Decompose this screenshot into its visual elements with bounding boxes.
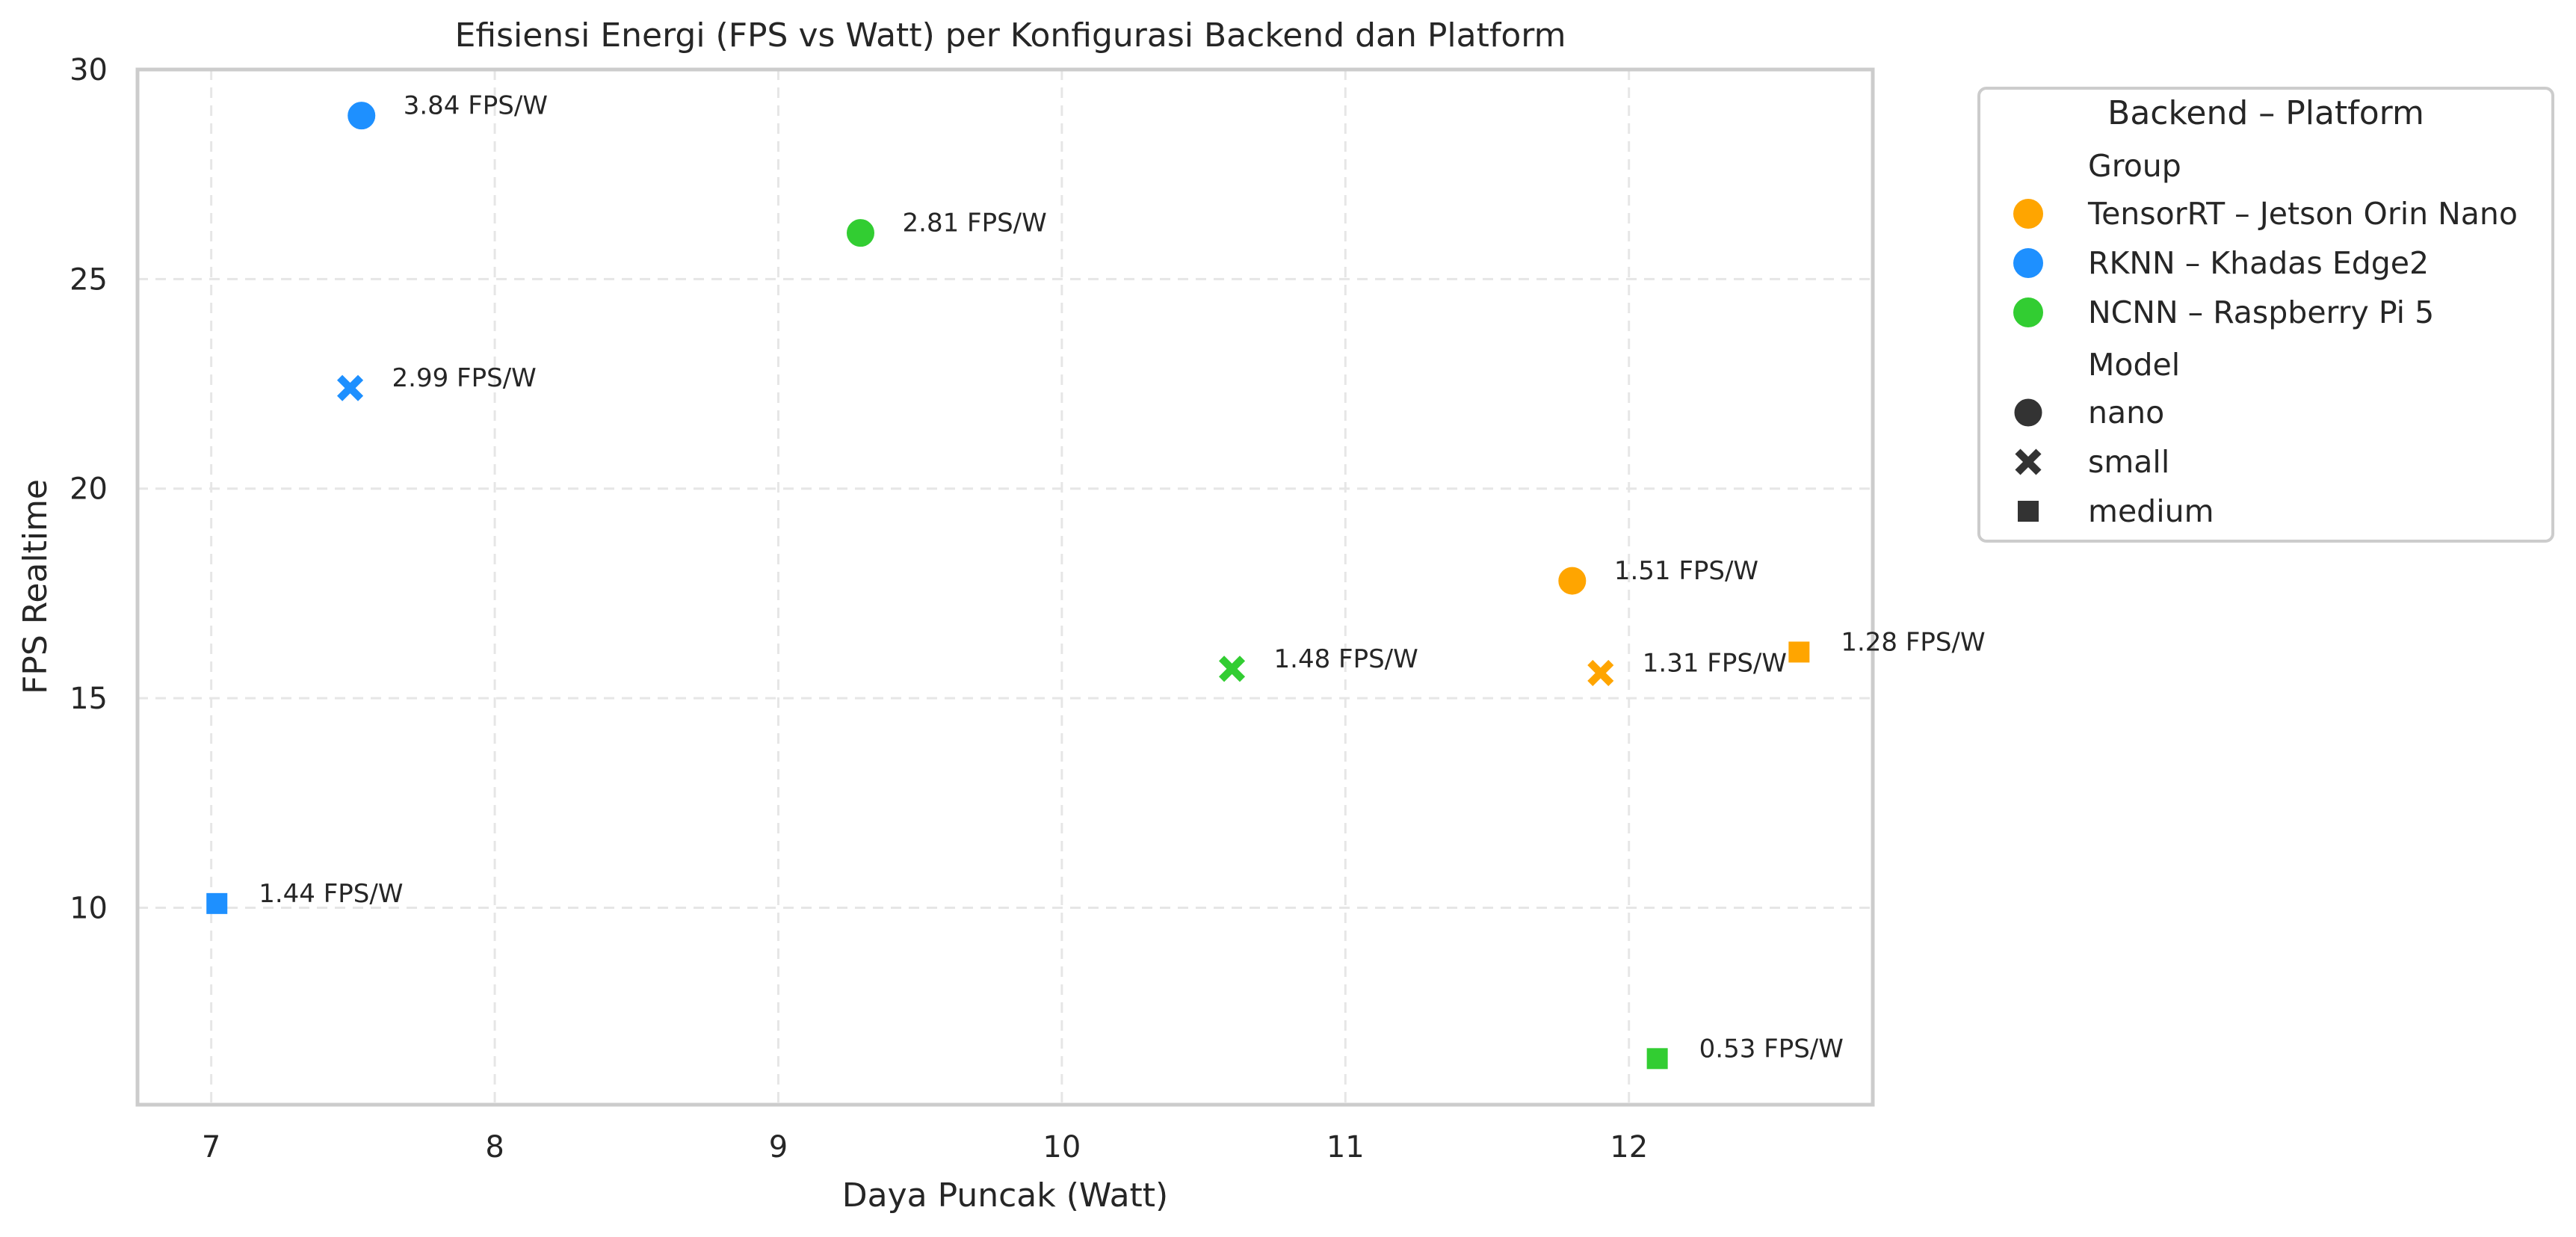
legend-model-marker [2012, 396, 2045, 429]
x-tick-label: 10 [1043, 1130, 1081, 1164]
data-label: 3.84 FPS/W [404, 91, 548, 121]
data-label: 1.48 FPS/W [1274, 644, 1418, 674]
data-point-medium [1646, 1048, 1668, 1070]
data-points: 1.51 FPS/W 1.31 FPS/W 1.28 FPS/W 3.84 FPS/W… [206, 91, 1986, 1070]
legend-group-marker [2013, 248, 2043, 278]
x-tick-label: 11 [1326, 1130, 1365, 1164]
data-label: 1.44 FPS/W [259, 879, 403, 909]
data-label: 2.81 FPS/W [903, 209, 1047, 238]
legend-group-marker [2013, 297, 2043, 327]
chart-title: Efisiensi Energi (FPS vs Watt) per Konfi… [455, 16, 1566, 55]
data-point-nano [844, 217, 877, 250]
legend-group-label: NCNN – Raspberry Pi 5 [2088, 294, 2434, 330]
data-label: 2.99 FPS/W [392, 363, 537, 393]
legend-group-label: TensorRT – Jetson Orin Nano [2087, 196, 2518, 232]
legend-group-marker [2013, 199, 2043, 229]
data-label: 0.53 FPS/W [1699, 1034, 1844, 1064]
x-axis-label: Daya Puncak (Watt) [842, 1176, 1168, 1215]
data-point-nano [1556, 564, 1589, 597]
data-point-small [1587, 659, 1614, 686]
y-axis-label: FPS Realtime [16, 479, 55, 694]
data-point-nano [345, 99, 378, 132]
legend-model-marker [2018, 501, 2039, 522]
legend-group-header: Group [2088, 148, 2181, 184]
x-tick-label: 9 [769, 1130, 788, 1164]
y-tick-label: 10 [70, 891, 108, 925]
axis-ticks: 7 8 9 10 11 12 10 15 20 25 30 [70, 53, 1648, 1164]
data-point-medium [1788, 641, 1810, 663]
y-tick-label: 15 [70, 682, 108, 716]
x-tick-label: 8 [485, 1130, 504, 1164]
y-tick-label: 20 [70, 472, 108, 507]
data-label: 1.31 FPS/W [1643, 648, 1787, 678]
legend-frame [1977, 87, 2554, 543]
data-point-medium [206, 892, 228, 914]
legend-model-label: medium [2088, 493, 2214, 529]
legend-model-label: small [2088, 444, 2169, 480]
data-point-small [1218, 655, 1246, 682]
legend: Backend – Platform Group TensorRT – Jets… [1977, 87, 2554, 543]
x-tick-label: 7 [202, 1130, 220, 1164]
legend-group-label: RKNN – Khadas Edge2 [2088, 245, 2429, 281]
data-point-small [337, 374, 364, 401]
x-tick-label: 12 [1610, 1130, 1648, 1164]
legend-title: Backend – Platform [2107, 94, 2424, 132]
legend-model-label: nano [2088, 395, 2164, 431]
data-label: 1.28 FPS/W [1841, 627, 1985, 657]
y-tick-label: 30 [70, 53, 108, 87]
y-tick-label: 25 [70, 262, 108, 297]
data-label: 1.51 FPS/W [1614, 556, 1758, 586]
plot-area-frame [135, 67, 1875, 1107]
legend-model-header: Model [2088, 347, 2180, 383]
legend-model-marker [2015, 448, 2042, 475]
